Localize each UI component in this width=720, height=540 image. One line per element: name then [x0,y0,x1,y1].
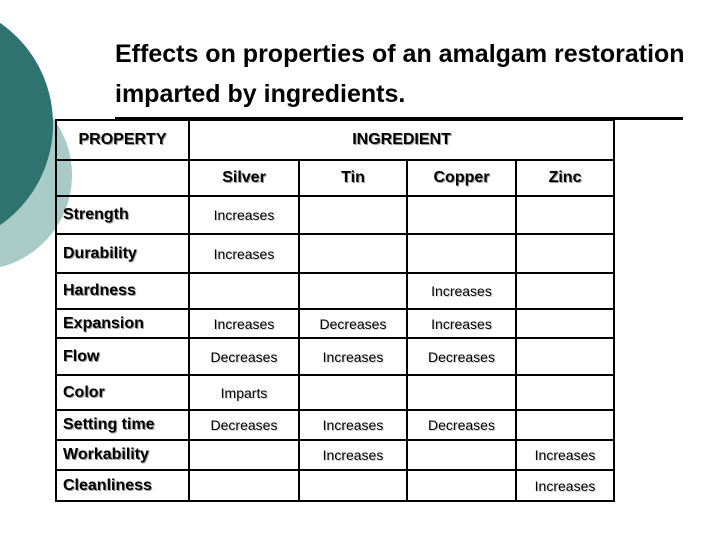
property-cell: Setting time [55,409,190,441]
property-cell: Cleanliness [55,469,190,502]
value-cell [298,233,408,274]
table-header-row: PROPERTY INGREDIENT [55,119,616,161]
ingredient-column-header-tin: Tin [298,159,408,197]
value-cell: Increases [298,409,408,441]
value-cell [406,469,517,502]
property-column-header: PROPERTY [55,119,190,161]
value-cell [514,272,616,310]
value-cell [514,195,616,235]
slide-title-line2: imparted by ingredients. [115,80,406,108]
value-cell [514,374,616,411]
value-cell: Increases [514,439,616,471]
slide-title-line1: Effects on properties of an amalgam rest… [115,40,685,68]
value-cell [406,439,517,471]
ingredient-column-header-copper: Copper [406,159,517,197]
slide-title: Effects on properties of an amalgam rest… [115,34,685,114]
value-cell: Imparts [188,374,300,411]
value-cell: Decreases [298,308,408,339]
value-cell [406,374,517,411]
value-cell [514,308,616,339]
value-cell: Increases [406,272,517,310]
table-subheader-row: Silver Tin Copper Zinc [55,159,616,197]
value-cell: Increases [188,195,300,235]
table-row: Workability Increases Increases [55,439,616,471]
table-row: Color Imparts [55,374,616,411]
value-cell: Decreases [406,409,517,441]
value-cell [188,439,300,471]
value-cell: Increases [188,308,300,339]
value-cell [406,195,517,235]
table-row: Expansion Increases Decreases Increases [55,308,616,339]
value-cell [514,409,616,441]
table-row: Hardness Increases [55,272,616,310]
value-cell [298,469,408,502]
property-cell: Color [55,374,190,411]
value-cell [188,469,300,502]
property-cell: Workability [55,439,190,471]
property-cell: Hardness [55,272,190,310]
value-cell: Increases [298,439,408,471]
value-cell [188,272,300,310]
value-cell: Increases [188,233,300,274]
ingredient-group-header: INGREDIENT [187,119,616,161]
table-row: Durability Increases [55,233,616,274]
property-cell: Expansion [55,308,190,339]
ingredient-column-header-silver: Silver [188,159,300,197]
value-cell: Decreases [406,337,517,376]
value-cell: Increases [514,469,616,502]
title-underline [115,117,683,120]
amalgam-ingredient-effects-table: PROPERTY INGREDIENT Silver Tin Copper Zi… [55,119,616,502]
table-row: Cleanliness Increases [55,469,616,502]
value-cell: Decreases [188,409,300,441]
value-cell [514,233,616,274]
property-cell: Flow [55,337,190,376]
ingredient-column-header-zinc: Zinc [514,159,616,197]
empty-corner-cell [55,159,190,197]
value-cell: Increases [298,337,408,376]
table-row: Setting time Decreases Increases Decreas… [55,409,616,441]
value-cell [298,374,408,411]
value-cell [406,233,517,274]
value-cell: Increases [406,308,517,339]
table-row: Flow Decreases Increases Decreases [55,337,616,376]
value-cell [514,337,616,376]
property-cell: Durability [55,233,190,274]
property-cell: Strength [55,195,190,235]
value-cell: Decreases [188,337,300,376]
table-row: Strength Increases [55,195,616,235]
value-cell [298,195,408,235]
value-cell [298,272,408,310]
